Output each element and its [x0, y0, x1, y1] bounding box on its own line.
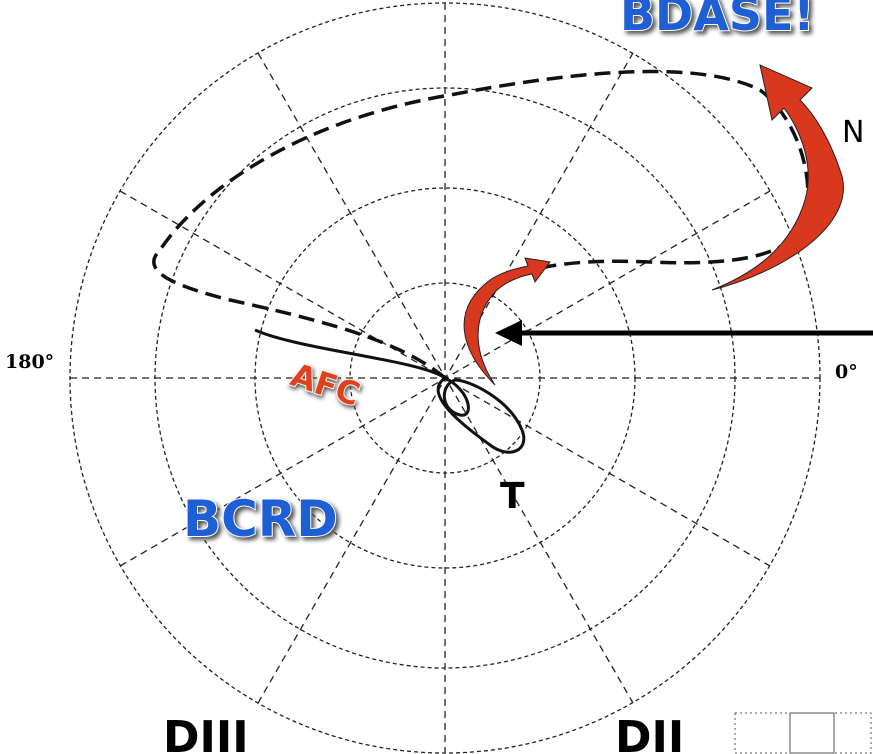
inset-grid [734, 712, 872, 754]
t-loop [254, 328, 526, 454]
banner-label: BDASE! [620, 0, 814, 41]
lead-label: DII [615, 712, 684, 754]
lead-label: DIII [163, 712, 249, 754]
t-label: T [500, 476, 525, 517]
qrs-loop [152, 69, 810, 380]
bcrd-label: BCRD [183, 490, 338, 548]
n-label: N [842, 115, 864, 150]
afc-label: AFC [286, 356, 364, 414]
rotation-arrow-small [463, 257, 551, 386]
rotation-arrow-large [711, 64, 844, 291]
angle-label: 0° [835, 361, 858, 383]
angle-label: 180° [5, 351, 54, 373]
axis-arrow [495, 320, 873, 346]
